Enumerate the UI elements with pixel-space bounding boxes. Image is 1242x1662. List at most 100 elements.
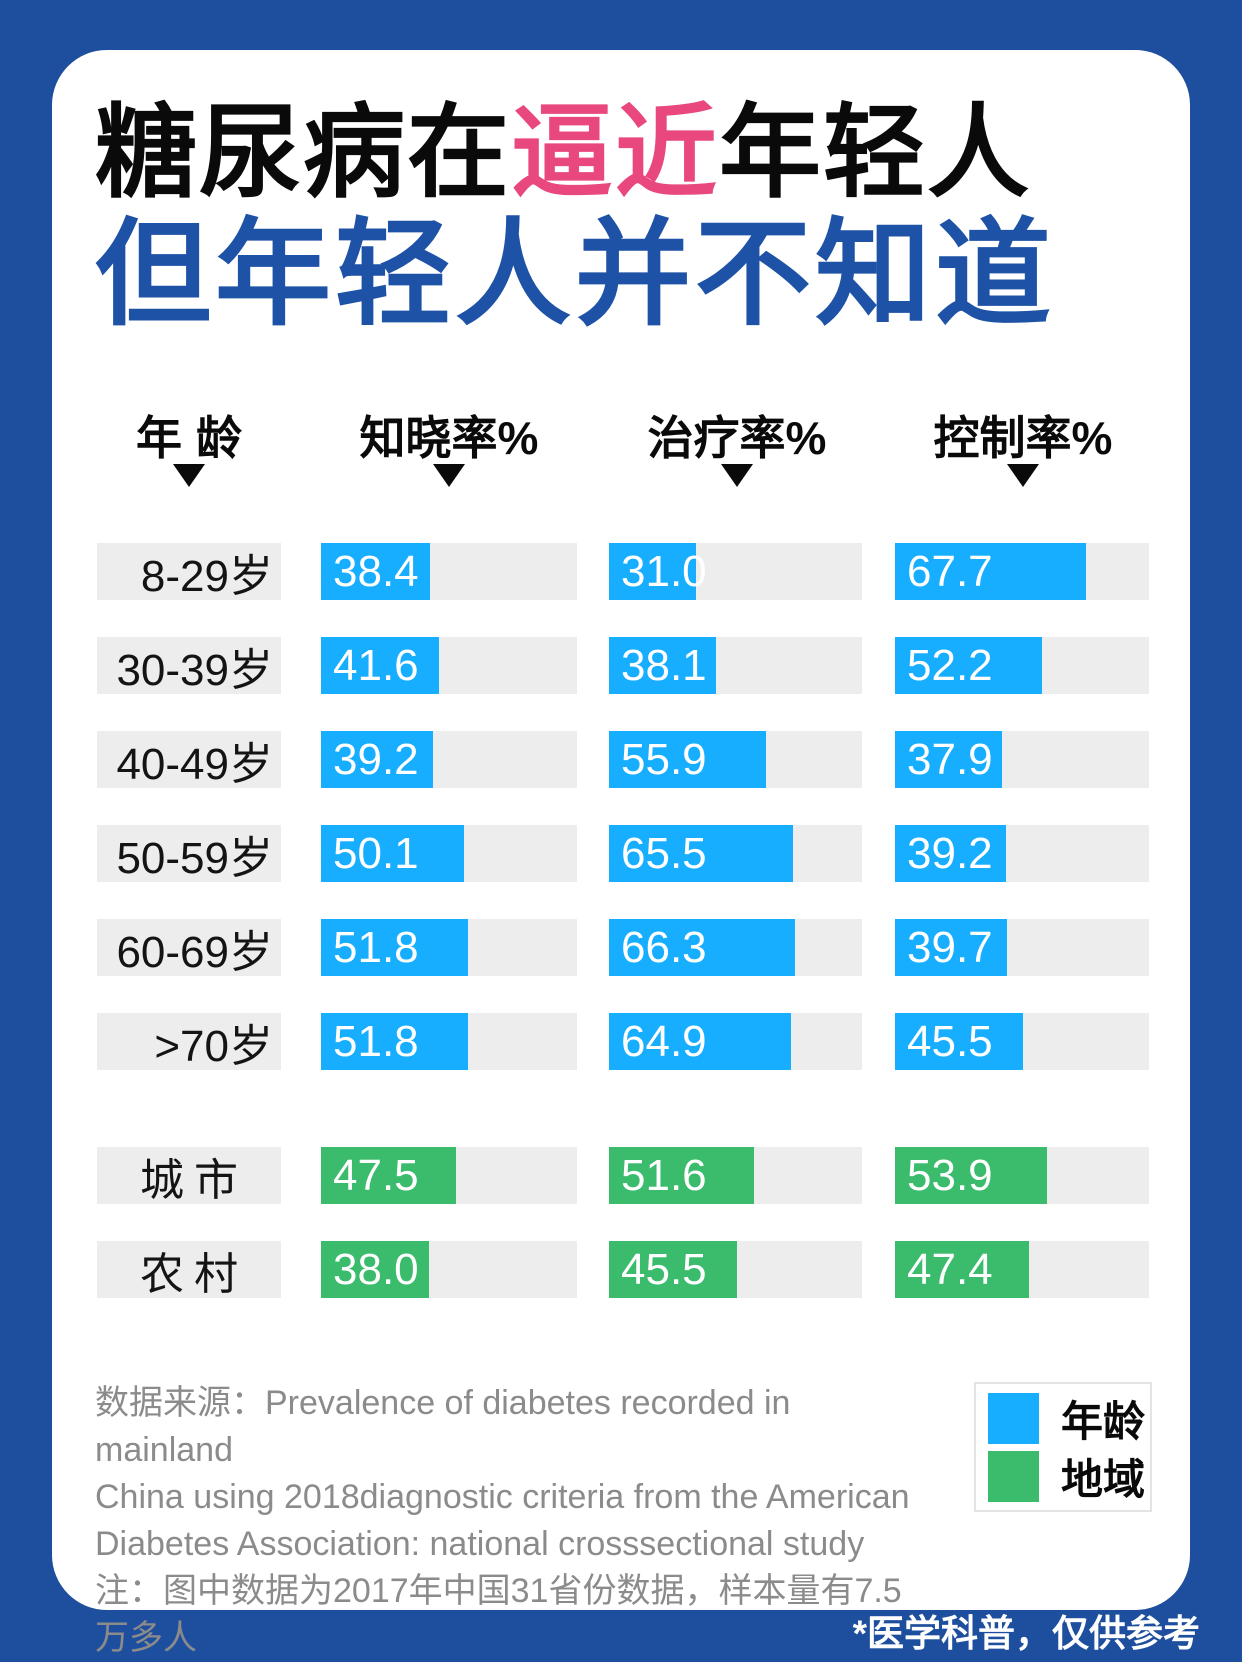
bar-治疗率%: 51.6 (609, 1147, 755, 1204)
bar-value: 50.1 (333, 828, 419, 878)
bar-track: 38.4 (321, 543, 577, 600)
bar-治疗率%: 55.9 (609, 731, 767, 788)
bar-治疗率%: 66.3 (609, 919, 796, 976)
bar-控制率%: 39.2 (895, 825, 1006, 882)
row-label: 60-69岁 (97, 919, 281, 977)
bar-value: 31.0 (621, 546, 707, 596)
bar-治疗率%: 31.0 (609, 543, 707, 600)
bar-控制率%: 39.7 (895, 919, 1008, 976)
bar-track: 45.5 (895, 1013, 1149, 1070)
bar-track: 39.2 (321, 731, 577, 788)
bar-知晓率%: 47.5 (321, 1147, 457, 1204)
bar-治疗率%: 38.1 (609, 637, 717, 694)
row-label: 50-59岁 (97, 825, 281, 883)
bar-value: 37.9 (907, 734, 993, 784)
bar-控制率%: 47.4 (895, 1241, 1029, 1298)
bar-value: 45.5 (907, 1016, 993, 1066)
bar-value: 38.4 (333, 546, 419, 596)
bar-value: 64.9 (621, 1016, 707, 1066)
table-row: 40-49岁 39.2 55.9 37.9 (97, 731, 1157, 789)
bar-value: 41.6 (333, 640, 419, 690)
bar-value: 67.7 (907, 546, 993, 596)
triangle-down-icon (721, 464, 753, 487)
bar-知晓率%: 51.8 (321, 1013, 469, 1070)
bar-track: 41.6 (321, 637, 577, 694)
title-text: 糖尿病在 (95, 96, 511, 210)
bar-治疗率%: 65.5 (609, 825, 794, 882)
triangle-down-icon (173, 464, 205, 487)
bar-value: 47.5 (333, 1150, 419, 1200)
column-header-awareness: 知晓率% (359, 412, 539, 464)
bar-track: 50.1 (321, 825, 577, 882)
bar-控制率%: 67.7 (895, 543, 1087, 600)
bar-track: 47.5 (321, 1147, 577, 1204)
bar-value: 38.1 (621, 640, 707, 690)
row-label: 40-49岁 (97, 731, 281, 789)
bar-知晓率%: 50.1 (321, 825, 464, 882)
bar-value: 51.6 (621, 1150, 707, 1200)
bar-知晓率%: 38.4 (321, 543, 431, 600)
bar-track: 38.0 (321, 1241, 577, 1298)
column-header-age: 年龄 (136, 412, 256, 464)
row-label: 30-39岁 (97, 637, 281, 695)
table-row: 城市 47.5 51.6 53.9 (97, 1147, 1157, 1205)
bar-track: 45.5 (609, 1241, 862, 1298)
bar-控制率%: 37.9 (895, 731, 1002, 788)
row-label: 8-29岁 (97, 543, 281, 601)
bar-治疗率%: 45.5 (609, 1241, 737, 1298)
row-label: 城市 (97, 1147, 281, 1205)
row-label: >70岁 (97, 1013, 281, 1071)
bar-value: 52.2 (907, 640, 993, 690)
poster-card: 糖尿病在逼近年轻人 但年轻人并不知道 年龄 知晓率% 治疗率% 控制率% 8-2… (52, 50, 1190, 1657)
bar-value: 47.4 (907, 1244, 993, 1294)
bar-value: 38.0 (333, 1244, 419, 1294)
bar-track: 51.8 (321, 1013, 577, 1070)
bar-知晓率%: 51.8 (321, 919, 469, 976)
legend-label: 地域 (1061, 1456, 1146, 1503)
bar-控制率%: 52.2 (895, 637, 1043, 694)
bar-value: 53.9 (907, 1150, 993, 1200)
bar-value: 39.7 (907, 922, 993, 972)
triangle-down-icon (1007, 464, 1039, 487)
legend-label: 年龄 (1061, 1398, 1146, 1445)
table-row: 30-39岁 41.6 38.1 52.2 (97, 637, 1157, 695)
bar-治疗率%: 64.9 (609, 1013, 792, 1070)
bar-value: 65.5 (621, 828, 707, 878)
column-header-treatment: 治疗率% (647, 412, 827, 464)
bar-value: 39.2 (333, 734, 419, 784)
table-row: >70岁 51.8 64.9 45.5 (97, 1013, 1157, 1071)
age-color-swatch-icon (988, 1393, 1039, 1444)
table-row: 8-29岁 38.4 31.0 67.7 (97, 543, 1157, 601)
table-row: 60-69岁 51.8 66.3 39.7 (97, 919, 1157, 977)
bar-track: 47.4 (895, 1241, 1149, 1298)
page-title-line2: 但年轻人并不知道 (95, 209, 1055, 339)
bar-track: 39.7 (895, 919, 1149, 976)
bar-value: 51.8 (333, 1016, 419, 1066)
column-header-control: 控制率% (933, 412, 1113, 464)
disclaimer-badge: *医学科普，仅供参考 (852, 1613, 1200, 1654)
table-row: 50-59岁 50.1 65.5 39.2 (97, 825, 1157, 883)
title-highlight: 逼近 (511, 96, 719, 210)
bar-track: 51.6 (609, 1147, 862, 1204)
bar-知晓率%: 38.0 (321, 1241, 430, 1298)
table-row: 农村 38.0 45.5 47.4 (97, 1241, 1157, 1299)
bar-track: 51.8 (321, 919, 577, 976)
data-source-note: 数据来源：Prevalence of diabetes recorded in … (95, 1384, 910, 1657)
title-text: 年轻人 (719, 96, 1031, 210)
bar-track: 37.9 (895, 731, 1149, 788)
bar-track: 38.1 (609, 637, 862, 694)
bar-value: 55.9 (621, 734, 707, 784)
bar-track: 67.7 (895, 543, 1149, 600)
legend: 年龄 地域 (974, 1382, 1152, 1512)
bar-track: 65.5 (609, 825, 862, 882)
region-color-swatch-icon (988, 1451, 1039, 1502)
bar-table: 8-29岁 38.4 31.0 67.7 30-39岁 41.6 38.1 52.2 40-49… (97, 543, 1157, 1335)
page-title-line1: 糖尿病在逼近年轻人 (95, 99, 1031, 207)
bar-value: 45.5 (621, 1244, 707, 1294)
bar-value: 66.3 (621, 922, 707, 972)
bar-控制率%: 53.9 (895, 1147, 1048, 1204)
bar-知晓率%: 39.2 (321, 731, 433, 788)
bar-track: 53.9 (895, 1147, 1149, 1204)
bar-track: 31.0 (609, 543, 862, 600)
bar-知晓率%: 41.6 (321, 637, 440, 694)
